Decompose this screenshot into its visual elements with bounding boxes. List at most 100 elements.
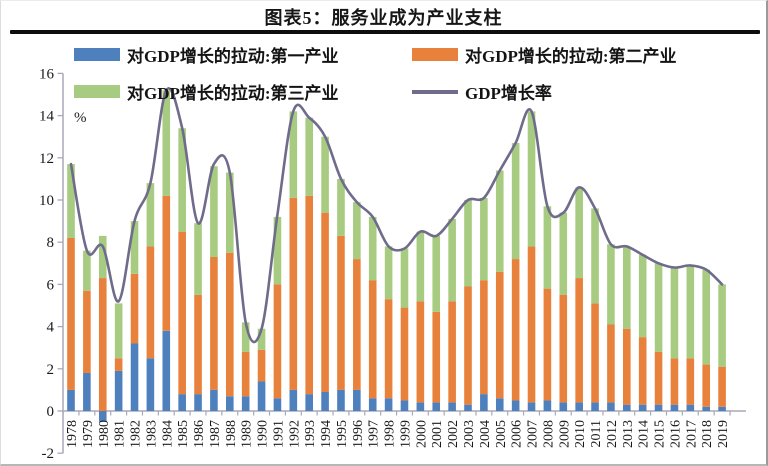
bar-segment-secondary: [495, 271, 504, 399]
x-tick-label: 2006: [510, 420, 525, 448]
bar-segment-secondary: [194, 294, 202, 395]
bar-segment-tertiary: [448, 218, 456, 302]
legend-item-gdp-growth-line: GDP增长率: [412, 79, 552, 104]
bar-segment-secondary: [337, 235, 345, 390]
bar-segment-primary: [448, 402, 456, 411]
bar-segment-tertiary: [226, 172, 234, 253]
bar-segment-primary: [257, 381, 266, 411]
x-tick-label: 1994: [319, 420, 334, 448]
bar-segment-secondary: [543, 288, 552, 401]
x-tick-label: 2010: [573, 420, 588, 448]
x-tick-label: 1992: [287, 420, 302, 448]
bar-segment-primary: [623, 404, 631, 411]
bar-segment-primary: [638, 404, 647, 411]
bar-segment-primary: [273, 398, 282, 411]
bar-segment-tertiary: [702, 269, 710, 365]
x-tick-label: 2002: [446, 420, 461, 448]
bar-segment-primary: [591, 402, 599, 411]
bar-segment-tertiary: [337, 178, 345, 236]
bar-segment-primary: [83, 373, 91, 411]
x-tick-label: 2001: [430, 420, 445, 448]
bar-segment-tertiary: [607, 244, 615, 325]
bar-segment-primary: [480, 394, 488, 411]
bar-segment-tertiary: [273, 216, 282, 285]
y-tick-label: 12: [39, 151, 54, 167]
x-tick-label: 2014: [637, 420, 652, 448]
y-tick-label: 16: [39, 66, 55, 82]
x-tick-label: 1993: [303, 420, 318, 448]
bar-segment-tertiary: [289, 111, 298, 198]
bar-segment-secondary: [162, 195, 171, 331]
bar-segment-primary: [527, 402, 536, 411]
legend-label-secondary: 对GDP增长的拉动:第二产业: [465, 47, 677, 66]
bar-segment-tertiary: [432, 235, 441, 312]
bar-segment-tertiary: [194, 223, 202, 295]
y-tick-label: 6: [47, 277, 55, 293]
bar-segment-tertiary: [670, 267, 679, 359]
bar-segment-primary: [194, 394, 202, 411]
x-tick-label: 2008: [541, 420, 556, 448]
bar-segment-secondary: [83, 290, 91, 374]
bar-segment-secondary: [289, 197, 298, 390]
bar-segment-tertiary: [591, 208, 599, 304]
bar-segment-tertiary: [305, 117, 313, 196]
x-tick-label: 1995: [335, 420, 350, 448]
bar-segment-secondary: [718, 366, 726, 407]
bar-segment-primary: [607, 402, 615, 411]
x-tick-label: 2017: [684, 420, 699, 448]
gdp-growth-rate-line: [69, 87, 724, 344]
bar-segment-tertiary: [114, 303, 123, 359]
bar-segment-secondary: [416, 301, 425, 403]
bar-segment-tertiary: [495, 170, 504, 272]
bar-segment-primary: [575, 402, 583, 411]
bar-segment-primary: [464, 404, 472, 411]
bar-segment-primary: [686, 404, 695, 411]
x-tick-label: 2007: [526, 420, 541, 448]
x-tick-label: 1990: [256, 420, 271, 448]
x-tick-label: 1980: [97, 420, 112, 448]
bar-segment-primary: [353, 389, 361, 411]
chart-legend: 对GDP增长的拉动:第一产业 对GDP增长的拉动:第二产业 对GDP增长的拉动:…: [1, 1, 766, 111]
x-tick-label: 2013: [621, 420, 636, 448]
y-tick-label: -2: [42, 446, 55, 462]
bar-segment-secondary: [670, 358, 679, 405]
bar-segment-secondary: [400, 307, 409, 401]
bar-segment-tertiary: [654, 263, 663, 352]
bar-segment-primary: [337, 389, 345, 411]
title-divider: [10, 30, 760, 34]
bar-segment-primary: [321, 392, 329, 411]
bar-segment-primary: [67, 389, 75, 411]
bar-segment-primary: [511, 400, 520, 411]
bar-segment-primary: [670, 404, 679, 411]
x-tick-label: 2004: [478, 420, 493, 448]
x-tick-label: 1982: [129, 420, 144, 448]
x-tick-label: 1986: [192, 420, 207, 448]
bar-segment-primary: [241, 396, 250, 411]
bar-segment-tertiary: [321, 136, 329, 213]
x-tick-label: 2005: [494, 420, 509, 448]
y-tick-label: 0: [47, 404, 55, 420]
bar-segment-secondary: [511, 259, 520, 401]
legend-label-gdp-growth: GDP增长率: [465, 84, 552, 103]
legend-item-secondary-industry: 对GDP增长的拉动:第二产业: [412, 42, 677, 67]
bar-segment-primary: [289, 389, 298, 411]
bar-segment-secondary: [67, 237, 75, 390]
bar-segment-secondary: [384, 299, 393, 399]
x-tick-label: 1979: [81, 420, 96, 448]
bar-segment-secondary: [210, 256, 218, 390]
bar-segment-tertiary: [353, 202, 361, 260]
bar-segment-tertiary: [511, 143, 520, 260]
x-tick-label: 2011: [589, 420, 604, 447]
x-tick-label: 2003: [462, 420, 477, 448]
bar-segment-secondary: [257, 349, 266, 382]
bar-segment-secondary: [448, 301, 456, 403]
bar-segment-tertiary: [162, 90, 171, 196]
bar-segment-secondary: [321, 212, 329, 393]
bar-segment-tertiary: [98, 235, 107, 279]
bar-segment-secondary: [305, 195, 313, 395]
x-tick-label: 1991: [271, 420, 286, 448]
bar-segment-primary: [368, 398, 377, 411]
bar-segment-primary: [495, 398, 504, 411]
bar-segment-tertiary: [178, 128, 186, 232]
